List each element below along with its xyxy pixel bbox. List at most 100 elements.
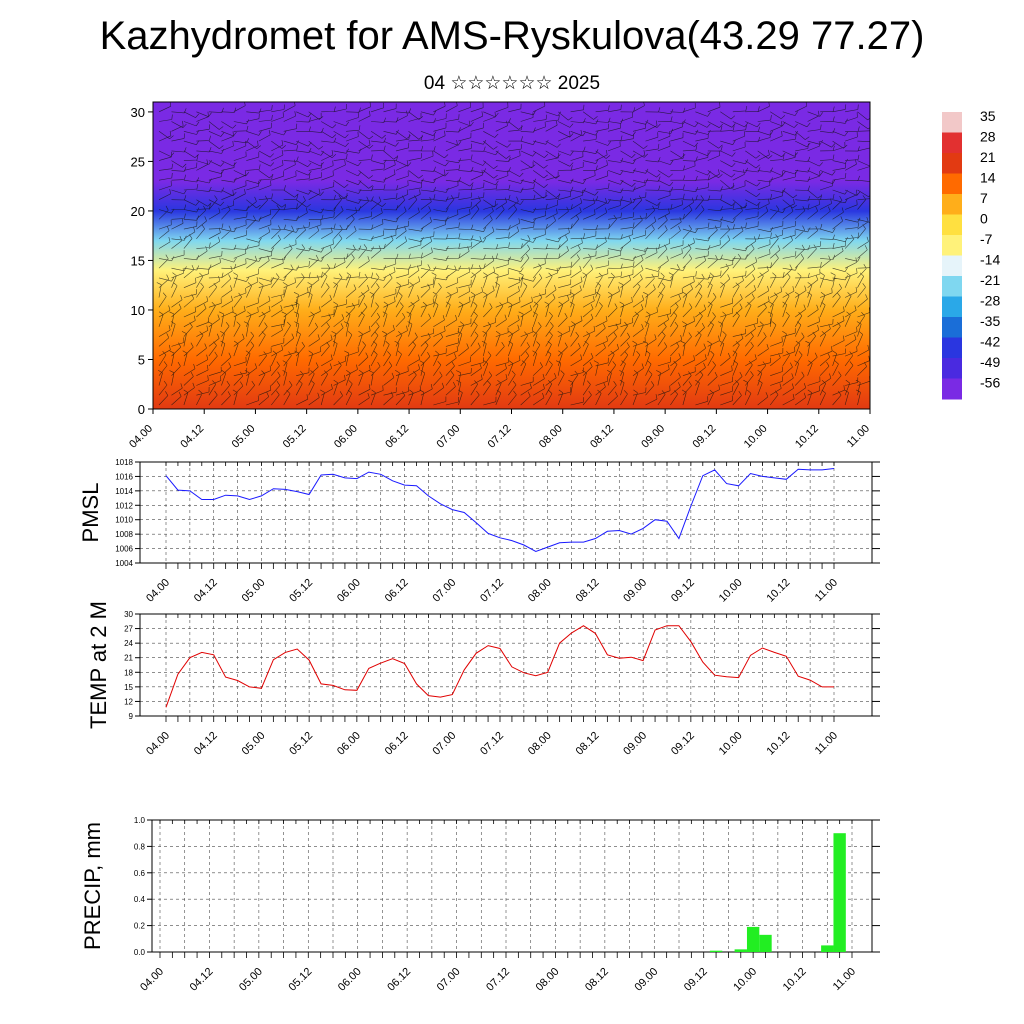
- colorbar-swatch: [942, 235, 962, 256]
- temperature-colorbar: 35 28 21 14 7 0 -7 -14 -21 -28 -35 -42 -49 -56: [942, 108, 1000, 400]
- temp2m-axis-label: TEMP at 2 M: [86, 601, 111, 729]
- colorbar-label: -56: [980, 375, 1000, 391]
- cross-section-xtick-label: 07.12: [486, 423, 514, 451]
- colorbar-swatch: [942, 296, 962, 318]
- pmsl-ytick-label: 1014: [115, 487, 133, 496]
- cross-section-xtick-label: 09.12: [691, 423, 719, 451]
- wind-barb-paths: [156, 102, 870, 406]
- cross-section-xtick-label: 07.00: [434, 423, 462, 451]
- temp2m-grid: [140, 613, 872, 717]
- precip-xtick-label: 04.12: [188, 966, 216, 994]
- colorbar-swatch: [942, 173, 962, 195]
- temp2m-ytick-label: 30: [124, 610, 133, 619]
- pmsl-xtick-label: 08.12: [574, 577, 602, 605]
- temp2m-series-line: [165, 625, 834, 708]
- colorbar-label: 14: [980, 170, 996, 186]
- temp2m-ytick-label: 21: [124, 654, 133, 663]
- cross-section-ytick-label: 25: [131, 154, 145, 169]
- cross-section-xtick-label: 05.12: [281, 423, 309, 451]
- precip-xtick-label: 11.00: [831, 966, 858, 993]
- colorbar-label: -35: [980, 313, 1000, 329]
- precip-xtick-label: 05.00: [237, 966, 265, 994]
- precip-xtick-label: 07.12: [484, 966, 512, 994]
- colorbar-label: -7: [980, 231, 993, 247]
- pmsl-ytick-label: 1008: [115, 530, 133, 539]
- temp2m-xtick-label: 06.12: [383, 730, 411, 758]
- precip-xtick-label: 08.12: [583, 966, 611, 994]
- pmsl-ytick-label: 1018: [115, 458, 133, 467]
- cross-section-xtick-label: 10.12: [793, 423, 821, 451]
- pmsl-xtick-label: 09.00: [621, 577, 649, 605]
- pmsl-xtick-label: 11.00: [813, 577, 840, 604]
- pmsl-xtick-label: 05.12: [287, 577, 315, 605]
- temp2m-xtick-label: 11.00: [813, 730, 840, 757]
- precip-bar: [746, 926, 760, 952]
- pmsl-xtick-label: 08.00: [526, 577, 554, 605]
- colorbar-label: -28: [980, 293, 1000, 309]
- pmsl-xtick-label: 04.00: [144, 577, 172, 605]
- cross-section-ytick-label: 20: [131, 204, 145, 219]
- pmsl-series-line: [165, 468, 835, 553]
- precip-axis-label: PRECIP, mm: [80, 822, 105, 950]
- temperature-panel: 9 12 15 18 21 24 27 30 04.00 04.12 05.00 05.12 06.00…: [86, 601, 880, 758]
- cross-section-xtick-label: 11.00: [845, 423, 872, 450]
- pmsl-ytick-label: 1012: [115, 501, 133, 510]
- pmsl-xtick-label: 07.00: [430, 577, 458, 605]
- cross-section-xtick-label: 08.00: [537, 423, 565, 451]
- pmsl-xtick-label: 09.12: [669, 577, 697, 605]
- temp2m-xtick-label: 08.12: [574, 730, 602, 758]
- cross-section-xtick-label: 08.12: [588, 423, 616, 451]
- colorbar-swatch: [942, 276, 962, 297]
- colorbar-label: 0: [980, 211, 988, 227]
- cross-section-ytick-label: 10: [131, 303, 145, 318]
- precip-xtick-label: 08.00: [534, 966, 562, 994]
- precip-ytick-label: 1.0: [134, 816, 146, 825]
- pmsl-ytick-label: 1006: [115, 545, 133, 554]
- temp2m-xtick-label: 07.12: [478, 730, 506, 758]
- temp2m-xtick-label: 08.00: [526, 730, 554, 758]
- pmsl-xtick-label: 06.12: [383, 577, 411, 605]
- precip-ytick-label: 0.0: [134, 948, 146, 957]
- colorbar-swatch: [942, 194, 962, 215]
- pmsl-axis-label: PMSL: [78, 483, 103, 543]
- temp2m-xtick-label: 04.12: [192, 730, 220, 758]
- cross-section-ytick-label: 30: [131, 105, 145, 120]
- temp2m-ytick-label: 18: [124, 668, 133, 677]
- colorbar-label: -49: [980, 354, 1000, 370]
- precip-xtick-label: 09.00: [632, 966, 660, 994]
- cross-section-panel: 0 5 10 15 20 25 30 04.00 04.12 05.00 05.12 06.00 06.…: [127, 101, 872, 451]
- colorbar-swatch: [942, 358, 962, 379]
- colorbar-label: 28: [980, 129, 996, 145]
- cross-section-xtick-label: 04.12: [178, 423, 206, 451]
- precip-xtick-label: 06.12: [385, 966, 413, 994]
- pmsl-ytick-label: 1010: [115, 516, 133, 525]
- precip-ytick-label: 0.6: [134, 869, 146, 878]
- temp2m-frame: [139, 613, 873, 717]
- pmsl-xtick-label: 05.00: [240, 577, 268, 605]
- temp2m-xtick-label: 05.12: [287, 730, 315, 758]
- precip-ytick-label: 0.8: [134, 842, 146, 851]
- pmsl-xtick-label: 10.00: [717, 577, 745, 605]
- precip-ytick-label: 0.2: [134, 922, 146, 931]
- precip-frame: [151, 819, 873, 953]
- precipitation-panel: 0.0 0.2 0.4 0.6 0.8 1.0 04.00 04.12 05.00 05.12 06…: [80, 816, 880, 994]
- temp2m-ytick-label: 24: [124, 639, 133, 648]
- temp2m-ytick-label: 9: [129, 712, 134, 721]
- precip-xtick-label: 06.00: [336, 966, 364, 994]
- precip-xtick-label: 04.00: [138, 966, 166, 994]
- pmsl-xtick-label: 07.12: [478, 577, 506, 605]
- precip-xtick-label: 05.12: [286, 966, 314, 994]
- colorbar-swatch: [942, 337, 962, 359]
- colorbar-label: 7: [980, 190, 988, 206]
- temp2m-xtick-label: 05.00: [240, 730, 268, 758]
- precip-bar: [833, 833, 846, 952]
- cross-section-xtick-label: 06.00: [332, 423, 360, 451]
- precip-bar: [821, 945, 834, 952]
- cross-section-ytick-label: 5: [138, 352, 145, 367]
- colorbar-swatch: [942, 255, 962, 277]
- colorbar-label: -21: [980, 272, 1000, 288]
- chart-title: Kazhydromet for AMS-Ryskulova(43.29 77.2…: [99, 14, 925, 58]
- wind-barbs: [156, 102, 870, 406]
- cross-section-xtick-label: 05.00: [230, 423, 258, 451]
